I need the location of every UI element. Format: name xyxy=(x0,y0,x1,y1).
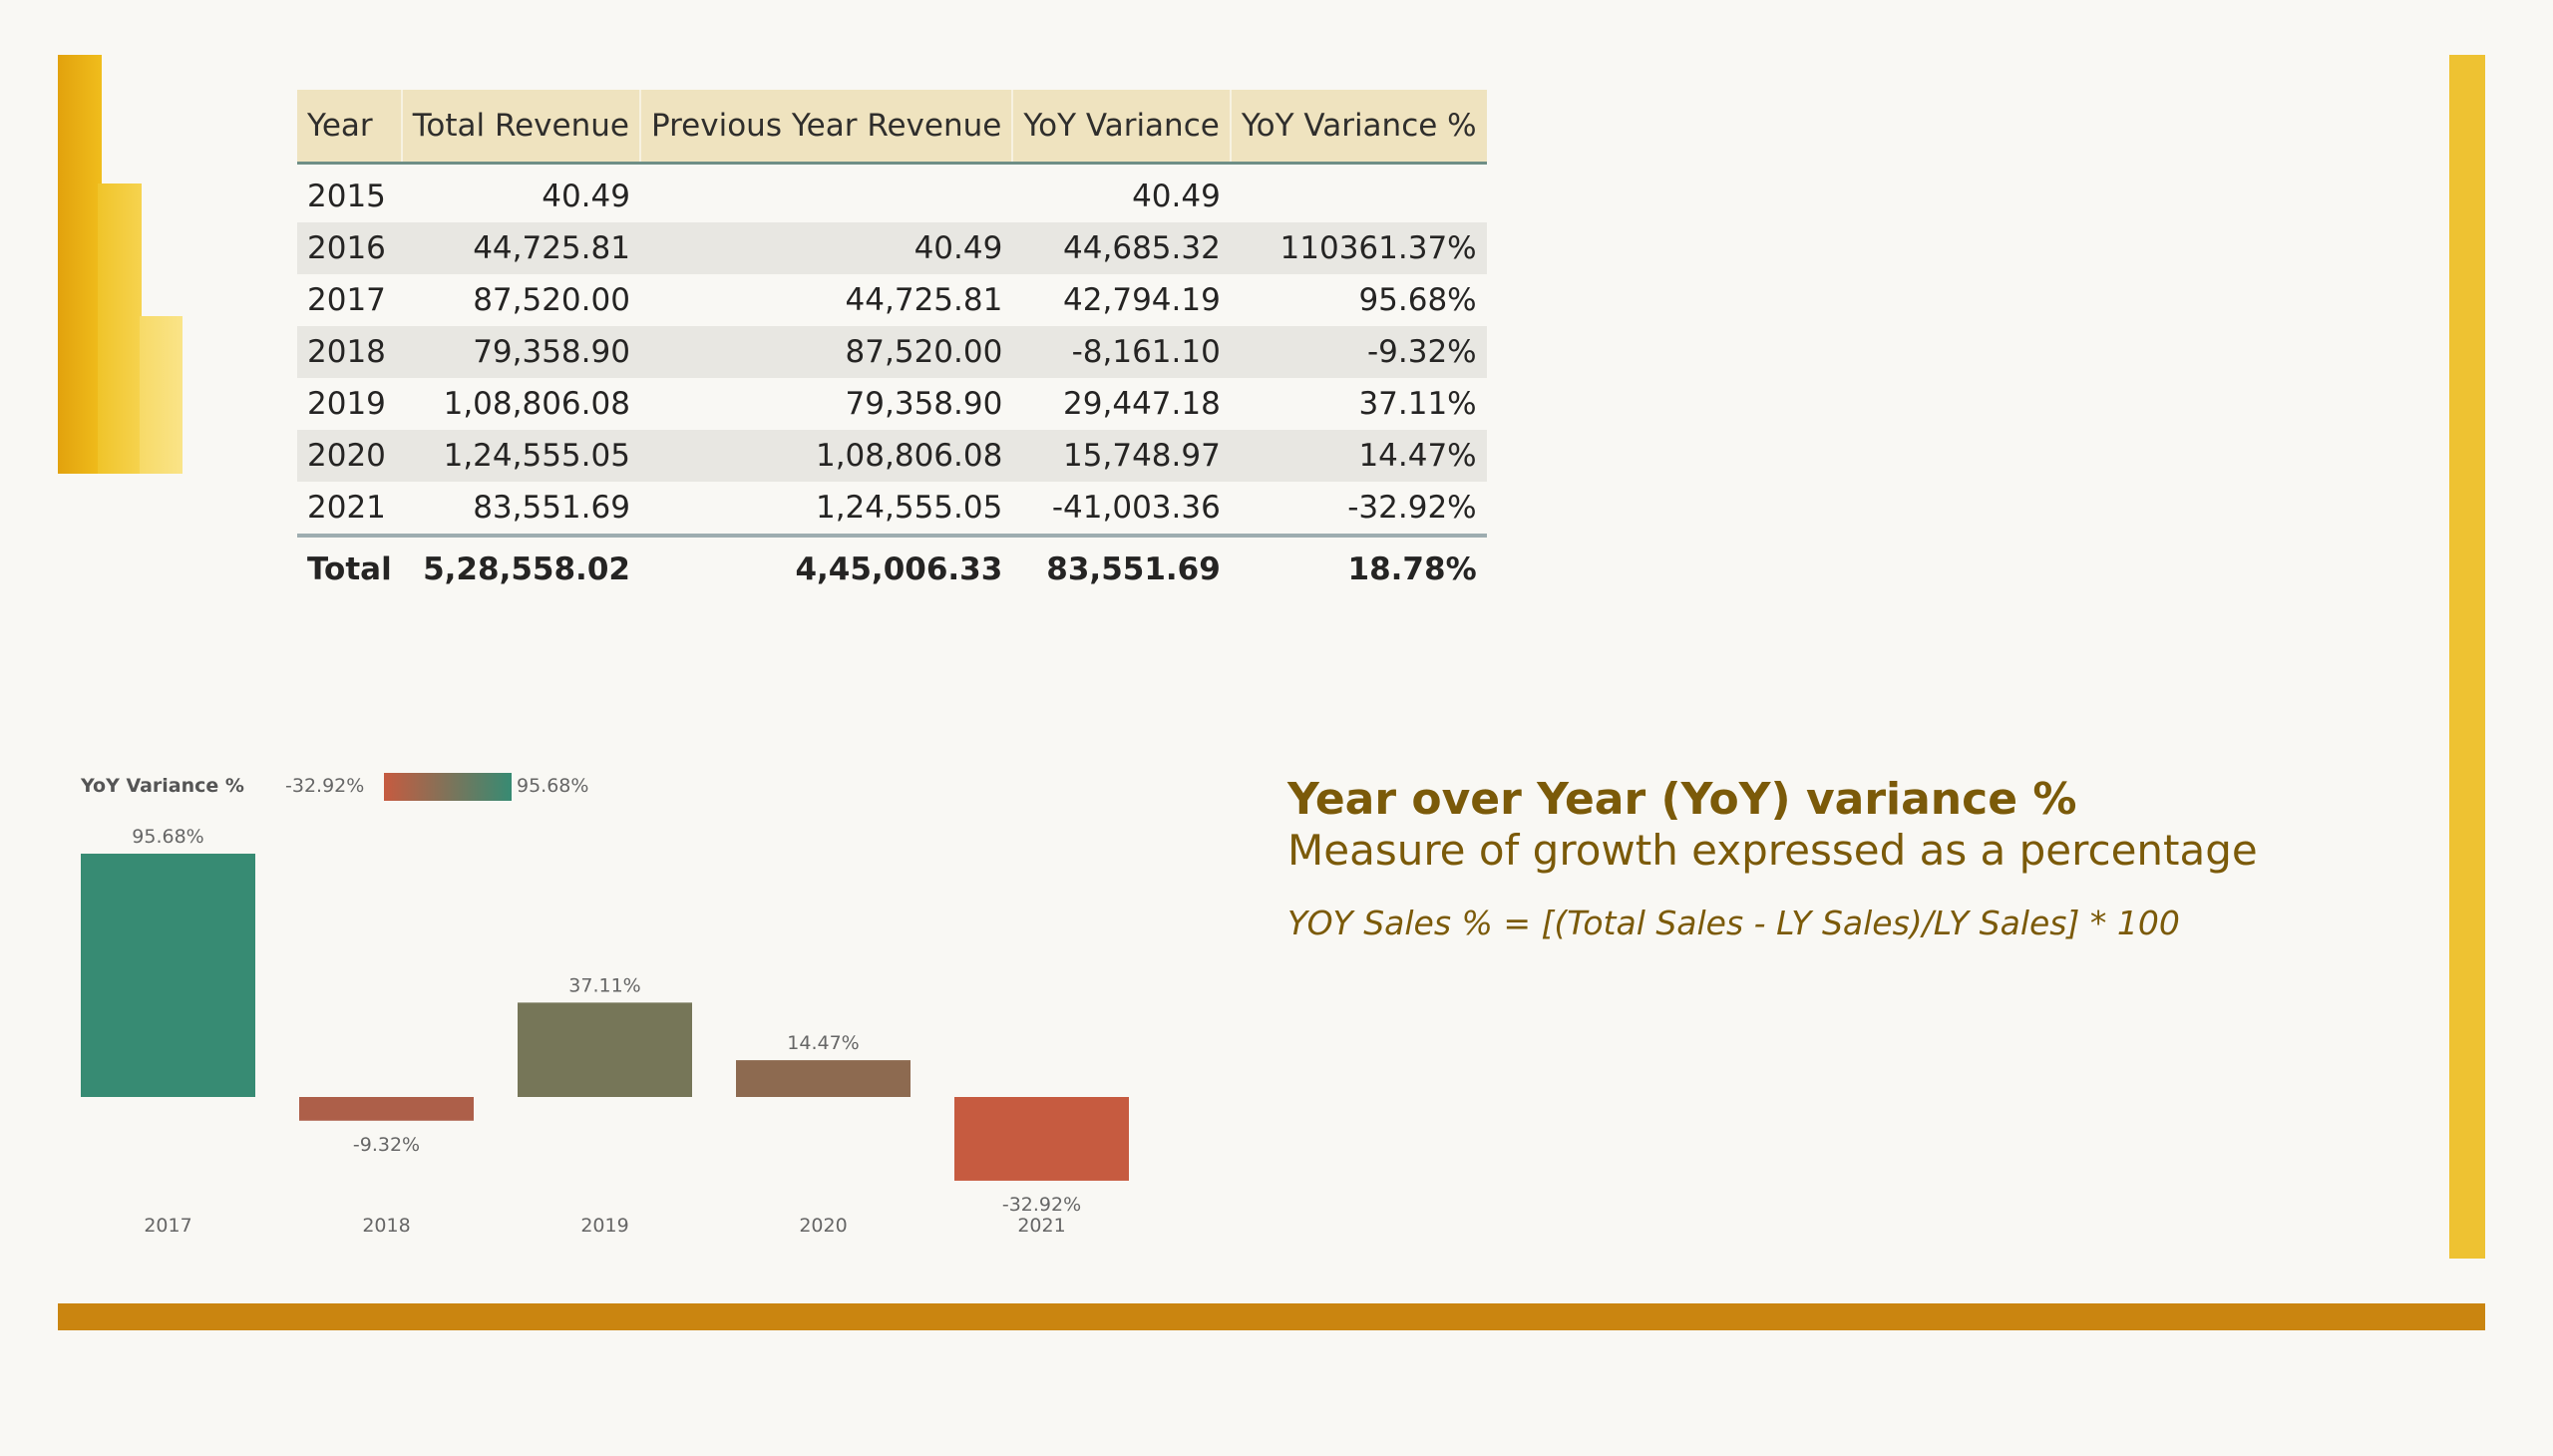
chart-bars: 95.68% 2017 -9.32% 2018 37.11% 2019 14.47% 2020… xyxy=(81,826,1129,1237)
data-label-2017: 95.68% xyxy=(132,826,203,848)
total-yoy-variance: 83,551.69 xyxy=(1012,534,1231,601)
cell-yoy-variance: 15,748.97 xyxy=(1012,430,1231,482)
cell-yoy-variance-pct: -32.92% xyxy=(1347,490,1477,526)
cell-previous-year-revenue: 40.49 xyxy=(639,222,1013,274)
table-row: 2019 1,08,806.08 79,358.90 29,447.18 37.… xyxy=(297,378,1487,430)
headline: Year over Year (YoY) variance % xyxy=(1287,774,2077,825)
legend-min-label: -32.92% xyxy=(285,775,364,797)
bar-2021[interactable] xyxy=(954,1097,1129,1181)
cell-year: 2015 xyxy=(307,179,386,214)
cell-total-revenue: 1,08,806.08 xyxy=(443,386,630,422)
revenue-table: Year Total Revenue Previous Year Revenue… xyxy=(297,90,1487,601)
cell-yoy-variance-pct xyxy=(1231,164,1487,223)
cell-total-revenue: 44,725.81 xyxy=(401,222,640,274)
table-row: 2020 1,24,555.05 1,08,806.08 15,748.97 1… xyxy=(297,430,1487,482)
x-tick-label-2019: 2019 xyxy=(580,1215,628,1237)
cell-year: 2019 xyxy=(307,386,386,422)
total-yoy-variance-pct: 18.78% xyxy=(1230,534,1487,601)
cell-yoy-variance: -41,003.36 xyxy=(1051,490,1221,526)
cell-previous-year-revenue: 79,358.90 xyxy=(845,386,1003,422)
cell-yoy-variance: -8,161.10 xyxy=(1012,326,1231,378)
x-tick-label-2018: 2018 xyxy=(362,1215,410,1237)
x-tick-label-2017: 2017 xyxy=(144,1215,191,1237)
cell-yoy-variance: 44,685.32 xyxy=(1012,222,1231,274)
table-header-row: Year Total Revenue Previous Year Revenue… xyxy=(297,90,1487,165)
formula-text: YOY Sales % = [(Total Sales - LY Sales)/… xyxy=(1287,904,2180,942)
header-previous-year-revenue[interactable]: Previous Year Revenue xyxy=(638,90,1013,165)
legend-title: YoY Variance % xyxy=(80,775,244,797)
total-label: Total xyxy=(297,534,402,601)
legend-max-label: 95.68% xyxy=(517,775,588,797)
yoy-variance-chart: YoY Variance % -32.92% 95.68% 95.68% 2017… xyxy=(80,773,1129,1237)
total-previous-year-revenue: 4,45,006.33 xyxy=(639,534,1013,601)
cell-yoy-variance-pct: 95.68% xyxy=(1358,282,1477,318)
cell-total-revenue: 87,520.00 xyxy=(473,282,630,318)
bottom-accent-bar xyxy=(58,1303,2485,1330)
cell-previous-year-revenue: 44,725.81 xyxy=(845,282,1003,318)
cell-yoy-variance-pct: 14.47% xyxy=(1230,430,1487,482)
cell-year: 2020 xyxy=(297,430,402,482)
header-total-revenue[interactable]: Total Revenue xyxy=(400,90,640,165)
cell-total-revenue: 83,551.69 xyxy=(473,490,630,526)
cell-previous-year-revenue xyxy=(640,164,1012,223)
cell-previous-year-revenue: 1,24,555.05 xyxy=(815,490,1003,526)
cell-yoy-variance-pct: 110361.37% xyxy=(1230,222,1487,274)
cell-previous-year-revenue: 1,08,806.08 xyxy=(639,430,1013,482)
header-yoy-variance[interactable]: YoY Variance xyxy=(1011,90,1231,165)
cell-year: 2018 xyxy=(297,326,402,378)
data-label-2021: -32.92% xyxy=(1002,1194,1081,1216)
cell-total-revenue: 79,358.90 xyxy=(401,326,640,378)
cell-yoy-variance: 42,794.19 xyxy=(1063,282,1221,318)
table-row: 2017 87,520.00 44,725.81 42,794.19 95.68… xyxy=(297,274,1487,326)
cell-year: 2021 xyxy=(307,490,386,526)
cell-yoy-variance: 29,447.18 xyxy=(1063,386,1221,422)
data-label-2018: -9.32% xyxy=(353,1134,420,1156)
logo-bar-tall xyxy=(58,55,102,474)
table-row: 2015 40.49 40.49 xyxy=(297,164,1487,223)
x-tick-label-2021: 2021 xyxy=(1017,1215,1065,1237)
logo-bar-medium xyxy=(98,183,142,474)
cell-year: 2016 xyxy=(297,222,402,274)
bar-2018[interactable] xyxy=(299,1097,474,1121)
subheadline: Measure of growth expressed as a percent… xyxy=(1287,826,2258,875)
header-year[interactable]: Year xyxy=(297,90,402,165)
total-revenue: 5,28,558.02 xyxy=(401,534,640,601)
bar-2017[interactable] xyxy=(81,854,255,1097)
x-tick-label-2020: 2020 xyxy=(799,1215,847,1237)
logo-bar-short xyxy=(140,316,182,474)
table-row: 2016 44,725.81 40.49 44,685.32 110361.37… xyxy=(297,222,1487,274)
cell-yoy-variance-pct: 37.11% xyxy=(1358,386,1477,422)
table-total-row: Total 5,28,558.02 4,45,006.33 83,551.69 … xyxy=(297,534,1487,601)
cell-yoy-variance-pct: -9.32% xyxy=(1230,326,1487,378)
bar-2019[interactable] xyxy=(518,1002,692,1097)
table-row: 2021 83,551.69 1,24,555.05 -41,003.36 -3… xyxy=(297,482,1487,536)
cell-year: 2017 xyxy=(307,282,386,318)
cell-total-revenue: 1,24,555.05 xyxy=(401,430,640,482)
data-label-2019: 37.11% xyxy=(568,974,640,996)
cell-previous-year-revenue: 87,520.00 xyxy=(639,326,1013,378)
cell-total-revenue: 40.49 xyxy=(542,179,630,214)
legend-gradient-swatch xyxy=(384,773,512,801)
bar-2020[interactable] xyxy=(736,1060,911,1097)
cell-yoy-variance: 40.49 xyxy=(1132,179,1221,214)
right-accent-bar xyxy=(2449,55,2485,1259)
header-yoy-variance-pct[interactable]: YoY Variance % xyxy=(1229,90,1487,165)
data-label-2020: 14.47% xyxy=(787,1032,859,1054)
table-row: 2018 79,358.90 87,520.00 -8,161.10 -9.32… xyxy=(297,326,1487,378)
